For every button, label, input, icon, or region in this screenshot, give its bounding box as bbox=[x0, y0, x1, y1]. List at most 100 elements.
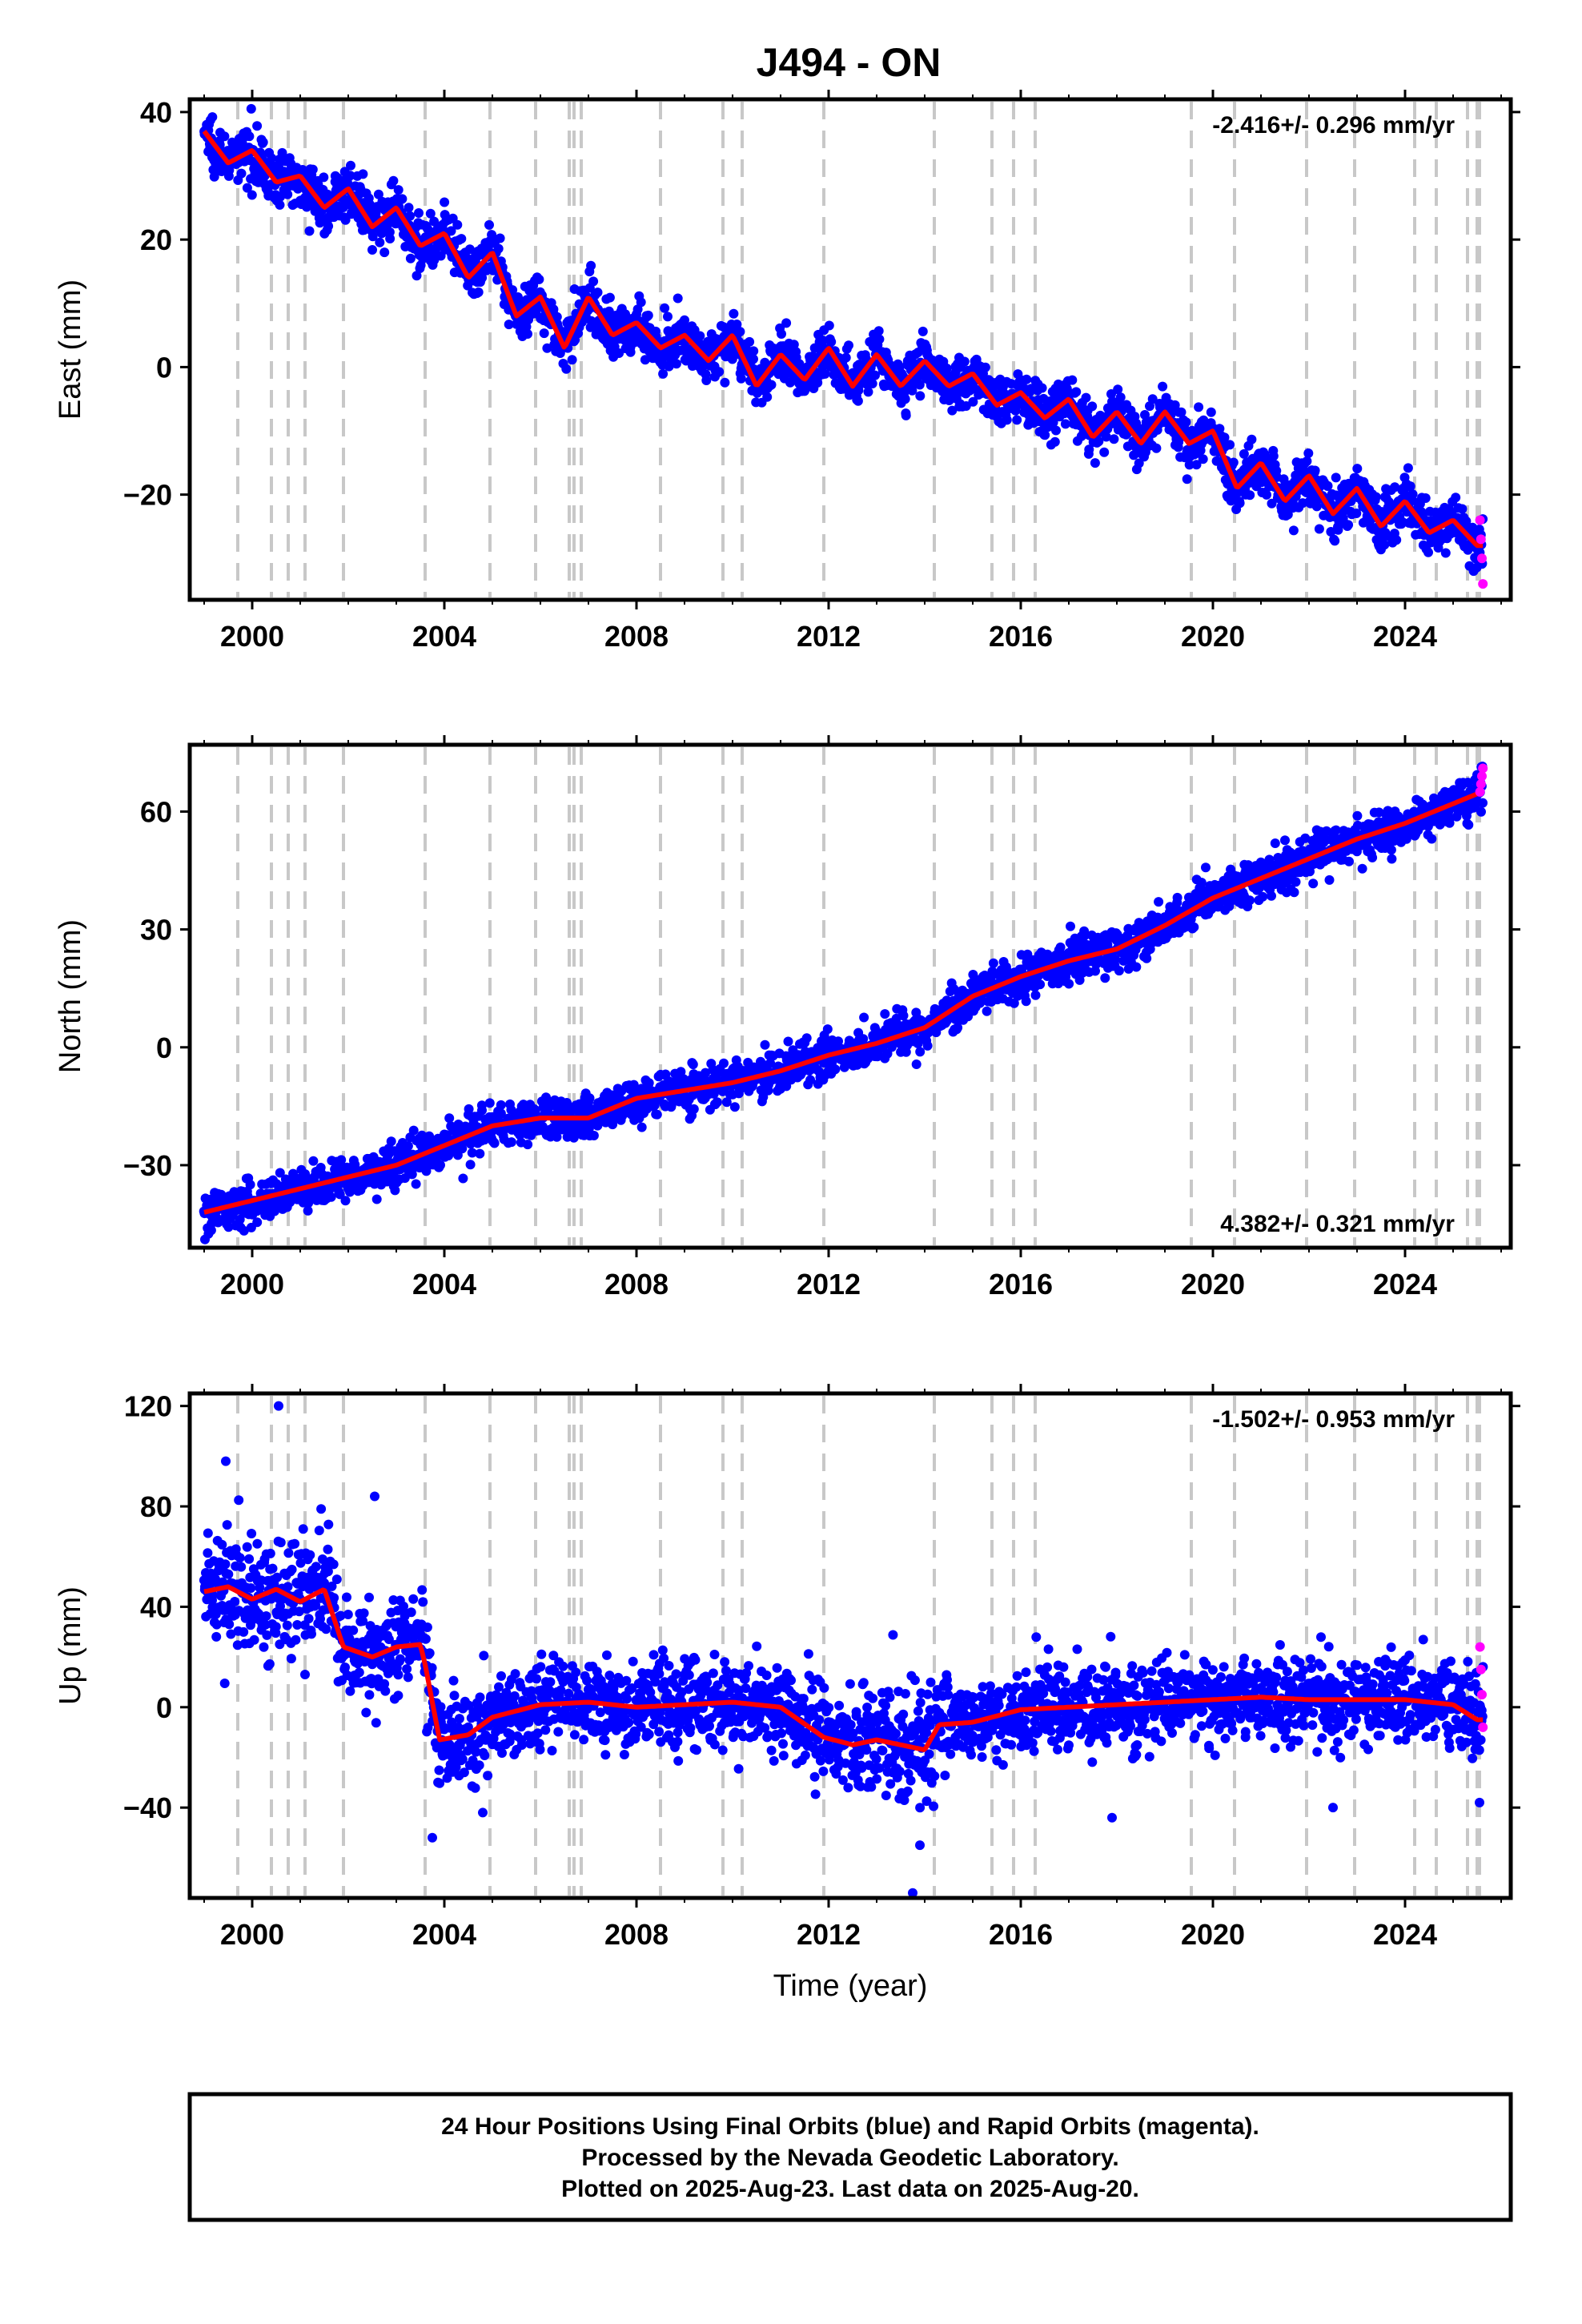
final-point bbox=[464, 244, 475, 255]
final-point bbox=[496, 1100, 506, 1110]
final-point bbox=[1037, 383, 1047, 393]
final-point bbox=[749, 346, 759, 356]
final-point bbox=[548, 304, 559, 315]
final-point bbox=[275, 199, 285, 210]
final-point bbox=[1302, 456, 1312, 466]
final-point bbox=[720, 377, 730, 388]
final-point bbox=[283, 189, 293, 199]
final-point bbox=[729, 308, 739, 319]
final-point bbox=[358, 169, 368, 179]
final-point bbox=[712, 1097, 722, 1108]
final-point bbox=[425, 208, 436, 219]
final-point bbox=[452, 219, 463, 230]
x-tick-label-2: 2008 bbox=[604, 620, 669, 653]
final-point bbox=[1142, 953, 1152, 963]
final-point bbox=[411, 1179, 421, 1189]
final-point bbox=[980, 362, 990, 372]
final-point bbox=[636, 1122, 647, 1132]
final-point bbox=[1081, 392, 1091, 403]
final-point bbox=[1310, 465, 1320, 476]
final-point bbox=[1423, 547, 1433, 557]
final-point bbox=[1323, 480, 1333, 491]
panel-east: 2000 2004 2008 2012 2016 2020 2024−2002040East… bbox=[54, 90, 1520, 653]
final-point bbox=[863, 387, 873, 397]
final-point bbox=[1407, 489, 1418, 500]
rapid-point-2 bbox=[1477, 553, 1487, 564]
rapid-point-0 bbox=[1475, 515, 1485, 525]
final-point bbox=[407, 1169, 417, 1180]
final-point bbox=[440, 197, 450, 207]
final-point bbox=[534, 274, 544, 284]
final-point bbox=[822, 1024, 833, 1035]
final-point bbox=[663, 312, 673, 322]
final-point bbox=[813, 377, 823, 388]
final-point bbox=[1087, 401, 1098, 412]
final-point bbox=[307, 164, 318, 175]
final-point bbox=[404, 203, 414, 213]
final-point bbox=[1201, 862, 1211, 873]
final-point bbox=[695, 331, 705, 341]
final-point bbox=[1371, 492, 1381, 502]
y-tick-label-0: −20 bbox=[123, 479, 172, 512]
final-point bbox=[567, 355, 577, 365]
final-point bbox=[781, 318, 792, 328]
final-point bbox=[367, 245, 377, 255]
final-point bbox=[588, 1131, 599, 1140]
final-point bbox=[375, 237, 385, 247]
final-point bbox=[588, 276, 599, 287]
final-point bbox=[489, 1138, 500, 1148]
final-point bbox=[1457, 504, 1468, 514]
final-point bbox=[1090, 458, 1100, 468]
final-point bbox=[745, 336, 755, 347]
final-point bbox=[367, 231, 378, 242]
final-point bbox=[604, 292, 615, 303]
final-point bbox=[801, 1033, 812, 1043]
final-point bbox=[1099, 447, 1110, 457]
final-point bbox=[1100, 973, 1110, 983]
final-point bbox=[373, 189, 383, 199]
final-point bbox=[1314, 524, 1324, 534]
final-point bbox=[777, 329, 786, 339]
final-point bbox=[465, 1160, 476, 1170]
final-point bbox=[1343, 520, 1354, 530]
final-point bbox=[1245, 490, 1255, 501]
final-point bbox=[252, 1217, 263, 1228]
final-point bbox=[701, 376, 712, 385]
final-point bbox=[340, 215, 351, 225]
final-point bbox=[236, 168, 247, 179]
final-point bbox=[729, 1102, 740, 1112]
final-point bbox=[539, 328, 549, 339]
final-point bbox=[1268, 451, 1279, 461]
final-point bbox=[853, 396, 863, 406]
final-point bbox=[584, 1093, 595, 1104]
final-point bbox=[561, 364, 572, 374]
final-point bbox=[988, 958, 998, 968]
final-point bbox=[1451, 493, 1461, 503]
final-point bbox=[1051, 425, 1061, 436]
final-point bbox=[880, 1009, 890, 1019]
final-point bbox=[1206, 407, 1216, 417]
final-point bbox=[436, 1160, 445, 1170]
final-point bbox=[405, 211, 416, 221]
final-point bbox=[1352, 464, 1363, 474]
final-point bbox=[308, 1156, 319, 1166]
y-tick-label-2: 20 bbox=[140, 223, 172, 256]
final-point bbox=[1280, 835, 1290, 846]
y-tick-label-3: 40 bbox=[140, 96, 172, 129]
final-point bbox=[1189, 922, 1199, 932]
final-point bbox=[371, 1194, 382, 1204]
final-point bbox=[1235, 498, 1245, 509]
final-point bbox=[830, 1064, 841, 1075]
rate-annotation: -2.416+/- 0.296 mm/yr bbox=[1212, 112, 1455, 139]
final-point bbox=[1131, 962, 1142, 972]
final-point bbox=[477, 272, 488, 283]
final-point bbox=[388, 175, 399, 186]
final-point bbox=[680, 315, 689, 325]
final-point bbox=[504, 320, 514, 330]
final-point bbox=[444, 1113, 455, 1124]
final-point bbox=[484, 1098, 495, 1108]
final-point bbox=[915, 391, 926, 401]
final-point bbox=[458, 1173, 468, 1184]
final-point bbox=[660, 303, 670, 313]
